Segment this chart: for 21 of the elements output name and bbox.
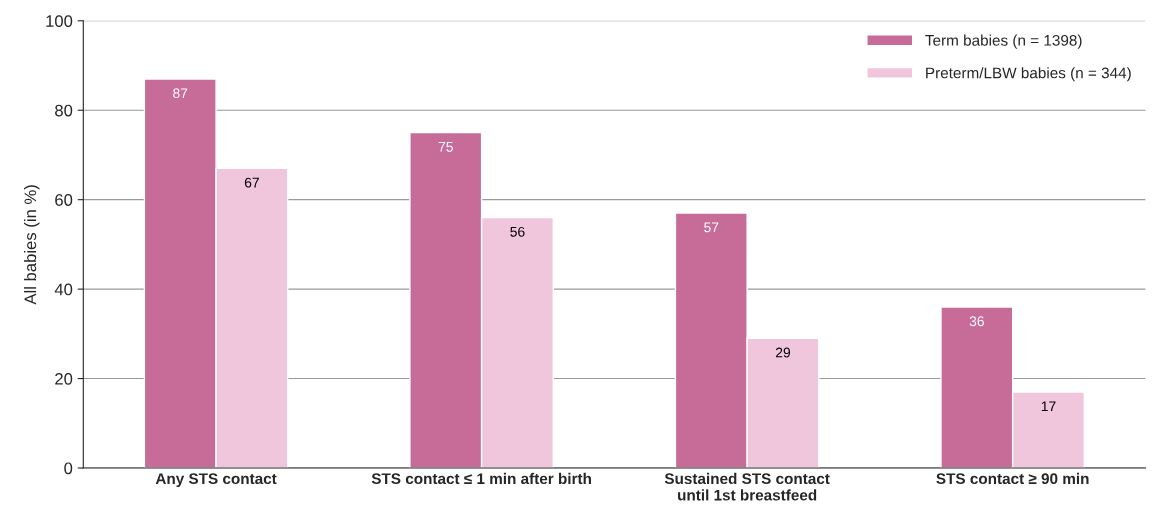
x-tick-label: Any STS contact [155, 473, 277, 488]
y-tick-label: 80 [55, 104, 73, 117]
legend-label: Preterm/LBW babies (n = 344) [926, 67, 1131, 82]
y-tick-label: 60 [55, 194, 73, 206]
data-label: 67 [244, 177, 259, 188]
data-label: 87 [173, 88, 188, 99]
data-label: 36 [969, 316, 984, 327]
x-tick-label: Sustained STS contact until 1st breastfeed [664, 472, 830, 501]
data-label: 75 [438, 142, 453, 152]
y-tick-label: 0 [64, 462, 73, 475]
y-tick-label: 100 [46, 15, 73, 27]
x-tick-label: STS contact ≤ 1 min after birth [371, 472, 591, 485]
y-axis-title: All babies (in %) [23, 185, 40, 305]
y-tick-label: 40 [54, 283, 73, 296]
data-label: 29 [775, 347, 791, 358]
y-tick-label: 20 [55, 372, 73, 385]
legend-label: Term babies (n = 1398) [925, 34, 1082, 49]
data-label: 57 [704, 222, 719, 233]
data-label: 17 [1041, 401, 1056, 411]
data-label: 56 [510, 226, 525, 237]
x-tick-label: STS contact ≥ 90 min [936, 472, 1089, 485]
